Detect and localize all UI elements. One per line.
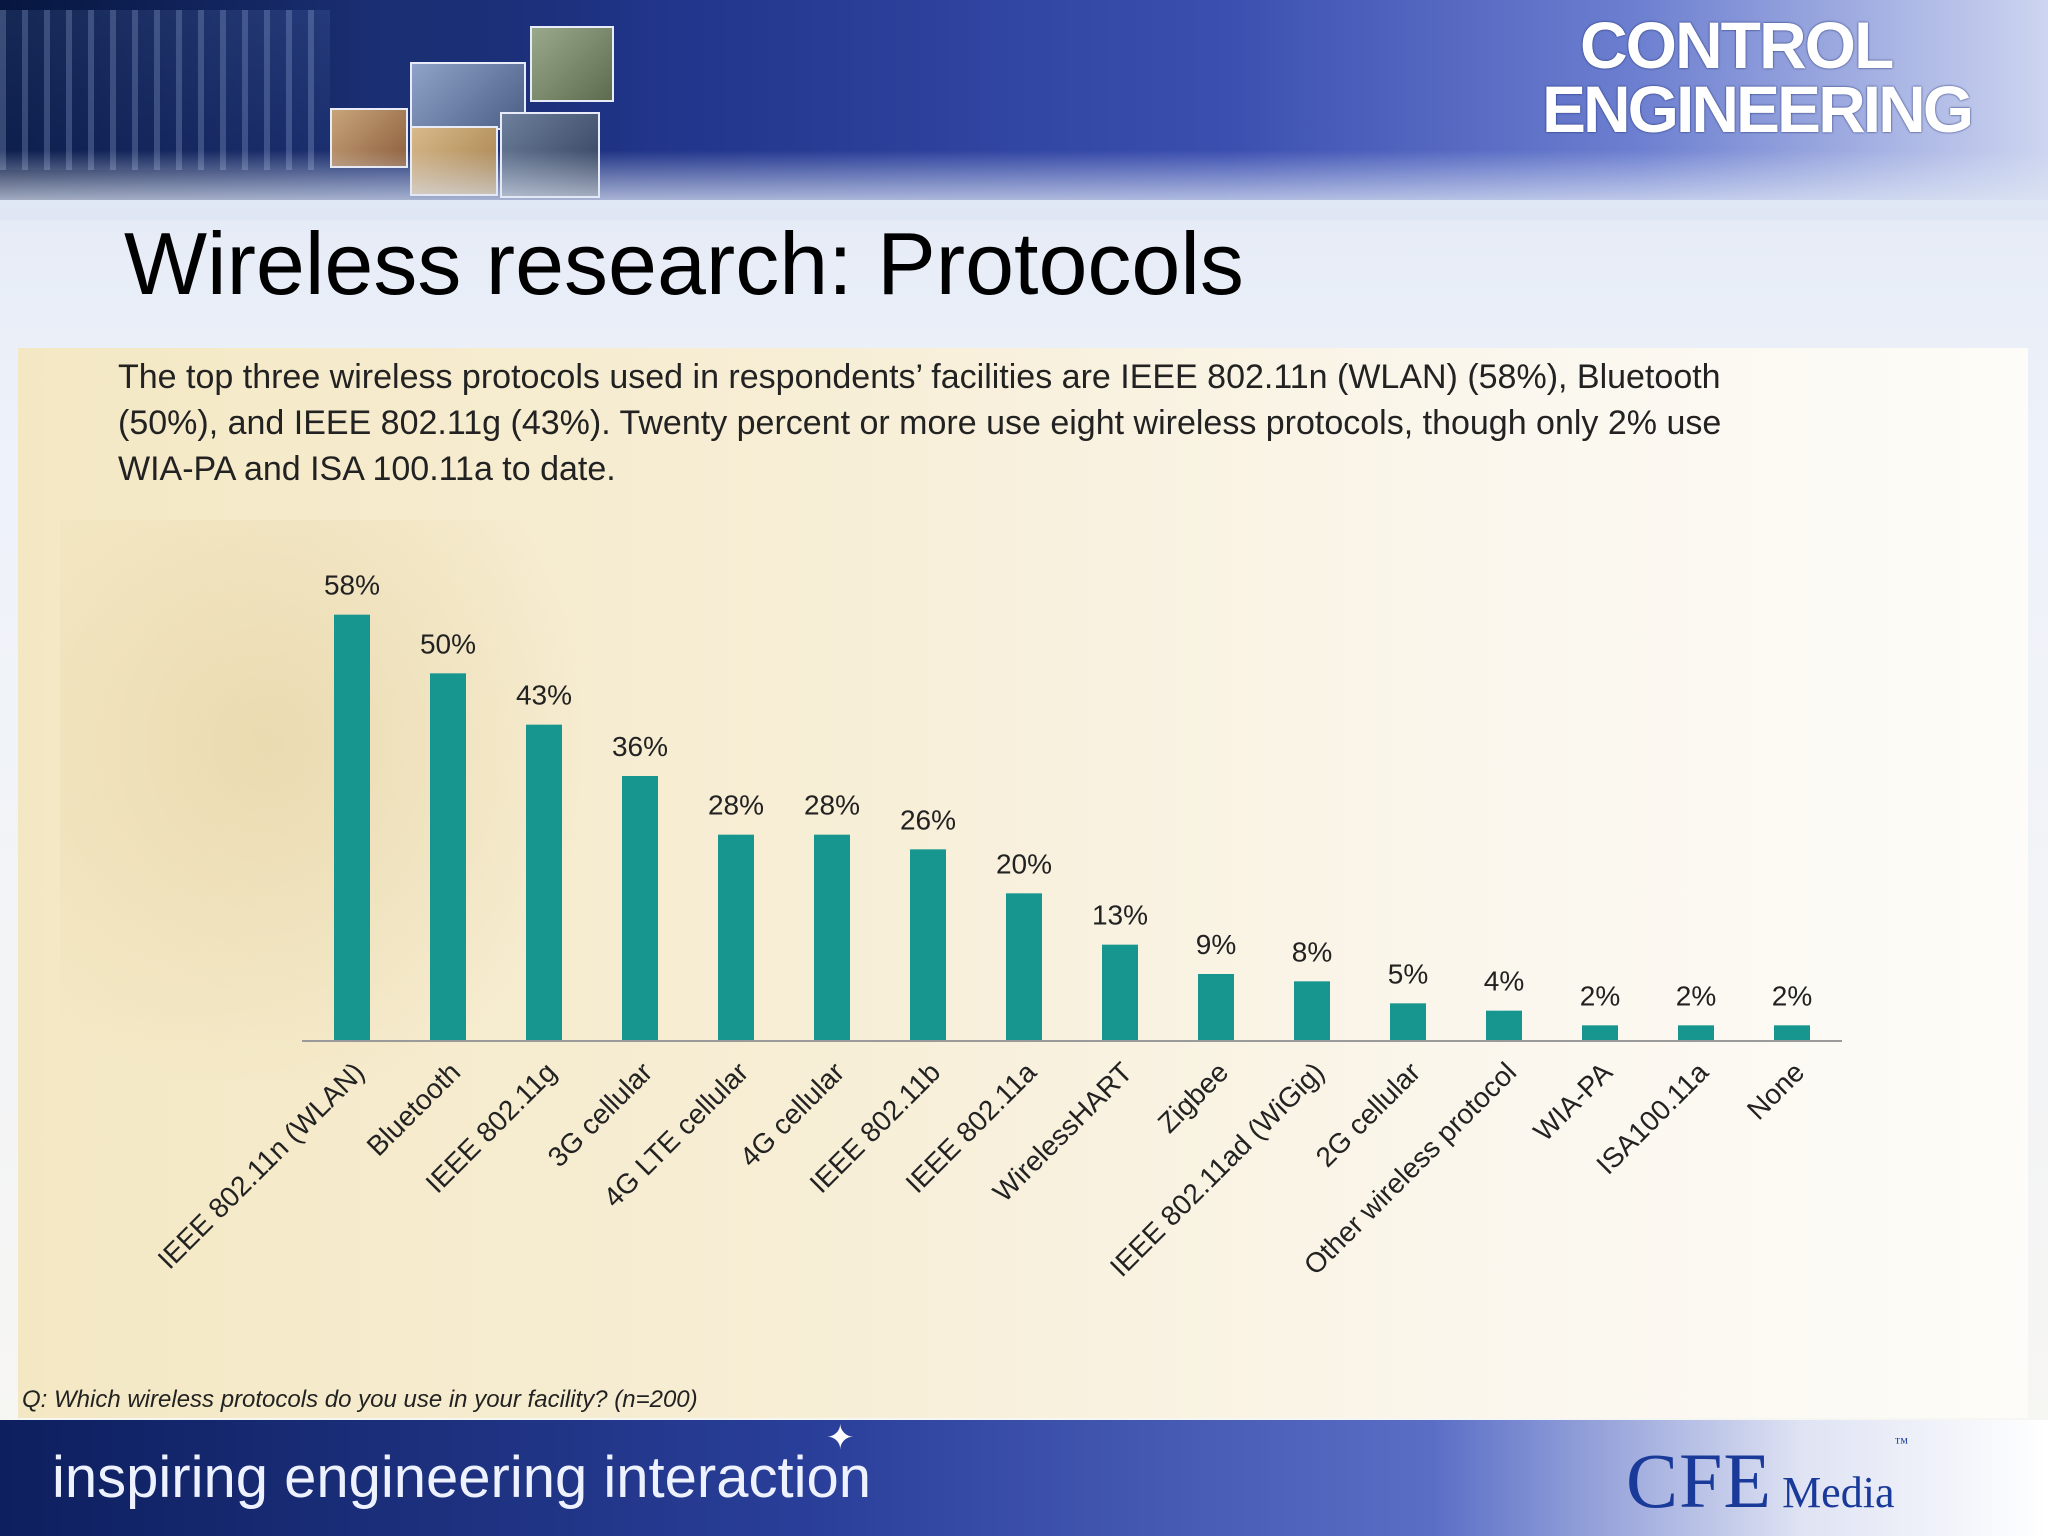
bar <box>1582 1025 1618 1040</box>
bar <box>334 614 370 1040</box>
bar <box>910 849 946 1040</box>
data-label: 50% <box>420 628 476 659</box>
background-figure <box>60 520 580 1080</box>
data-label: 20% <box>996 848 1052 879</box>
bar <box>1678 1025 1714 1040</box>
data-label: 28% <box>708 790 764 821</box>
category-label: None <box>1741 1056 1810 1125</box>
data-label: 8% <box>1292 936 1332 967</box>
refinery-image <box>0 10 330 170</box>
data-label: 2% <box>1580 980 1620 1011</box>
cfe-logo-suffix: Media <box>1782 1468 1895 1517</box>
footer-band <box>0 1420 2048 1536</box>
bar <box>814 834 850 1040</box>
sparkle-icon: ✦ <box>826 1419 855 1457</box>
bar <box>1774 1025 1810 1040</box>
cfe-logo-name: CFE <box>1626 1437 1773 1524</box>
bar <box>526 724 562 1040</box>
slide-title: Wireless research: Protocols <box>124 214 1244 313</box>
bar <box>1102 944 1138 1040</box>
data-label: 4% <box>1484 966 1524 997</box>
data-label: 13% <box>1092 900 1148 931</box>
collage-photo <box>530 26 614 102</box>
data-label: 5% <box>1388 958 1428 989</box>
category-label: IEEE 802.11n (WLAN) <box>152 1056 371 1275</box>
header-fade <box>0 150 2048 220</box>
logo-line-2: ENGINEERING <box>1542 72 1974 146</box>
data-label: 2% <box>1772 980 1812 1011</box>
data-label: 9% <box>1196 929 1236 960</box>
data-label: 43% <box>516 680 572 711</box>
category-label: Zigbee <box>1152 1056 1234 1138</box>
control-engineering-logo: CONTROL ENGINEERING <box>1540 10 2010 150</box>
data-label: 2% <box>1676 980 1716 1011</box>
bar <box>1486 1010 1522 1040</box>
bar <box>1006 893 1042 1040</box>
survey-question: Q: Which wireless protocols do you use i… <box>22 1386 698 1413</box>
bar <box>430 673 466 1040</box>
category-label: WIA-PA <box>1527 1056 1618 1147</box>
bar <box>1294 981 1330 1040</box>
cfe-media-logo: CFE Media ™ <box>1626 1436 1908 1526</box>
logo-line-1: CONTROL <box>1580 8 1894 82</box>
footer-tagline: inspiring engineering interaction <box>52 1445 871 1510</box>
data-label: 36% <box>612 731 668 762</box>
data-label: 26% <box>900 804 956 835</box>
cfe-logo-trademark: ™ <box>1894 1436 1909 1451</box>
bar <box>1390 1003 1426 1040</box>
bar <box>622 776 658 1040</box>
data-label: 28% <box>804 790 860 821</box>
bar <box>718 834 754 1040</box>
data-label: 58% <box>324 570 380 601</box>
slide-description: The top three wireless protocols used in… <box>118 358 1722 488</box>
bar <box>1198 974 1234 1040</box>
